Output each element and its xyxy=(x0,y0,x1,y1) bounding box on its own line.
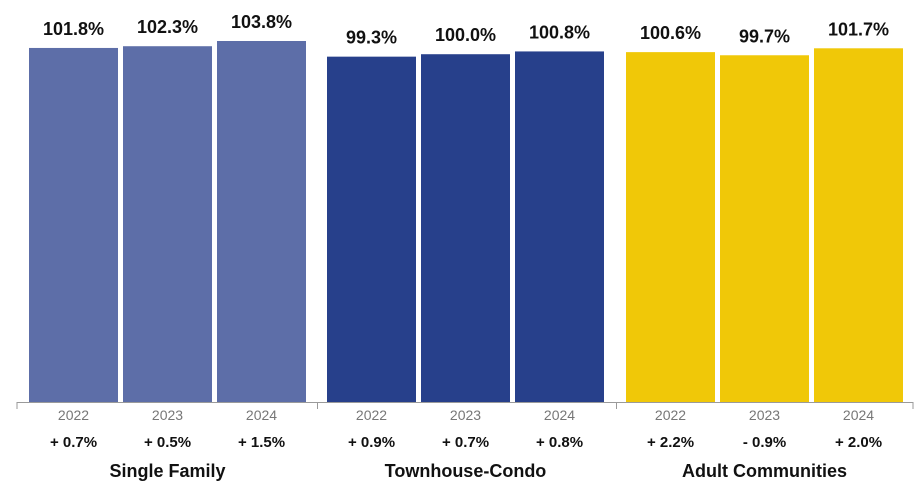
data-label: 100.0% xyxy=(435,25,496,45)
bar xyxy=(720,55,809,402)
bar xyxy=(123,46,212,402)
change-label: + 2.2% xyxy=(647,434,694,451)
change-label: + 2.0% xyxy=(835,434,882,451)
change-label: + 0.7% xyxy=(442,434,489,451)
data-label: 100.8% xyxy=(529,22,590,42)
bars-layer xyxy=(29,41,903,403)
change-label: - 0.9% xyxy=(743,434,786,451)
year-tick-label: 2023 xyxy=(749,407,780,423)
year-tick-label: 2023 xyxy=(450,407,481,423)
data-label: 102.3% xyxy=(137,17,198,37)
data-label: 99.3% xyxy=(346,28,397,48)
group-label: Adult Communities xyxy=(682,461,847,481)
year-tick-label: 2024 xyxy=(246,407,277,423)
year-tick-label: 2022 xyxy=(655,407,686,423)
data-label: 101.7% xyxy=(828,19,889,39)
bar xyxy=(29,47,118,402)
data-label: 103.8% xyxy=(231,12,292,32)
group-label: Single Family xyxy=(109,461,225,481)
bar xyxy=(421,54,510,403)
bar xyxy=(626,52,715,403)
bar xyxy=(814,48,903,402)
change-label: + 0.7% xyxy=(50,434,97,451)
change-label: + 1.5% xyxy=(238,434,285,451)
bar xyxy=(217,41,306,402)
year-tick-label: 2022 xyxy=(58,407,89,423)
axis-ticks xyxy=(16,402,914,409)
data-label: 101.8% xyxy=(43,19,104,39)
bar xyxy=(515,51,604,402)
data-label: 99.7% xyxy=(739,26,790,46)
data-label: 100.6% xyxy=(640,23,701,43)
labels-layer: 101.8% 2022 + 0.7% 102.3% 2023 + 0.5% 103.8% 20… xyxy=(43,12,889,481)
year-tick-label: 2022 xyxy=(356,407,387,423)
year-tick-label: 2023 xyxy=(152,407,183,423)
year-tick-label: 2024 xyxy=(843,407,874,423)
group-label: Townhouse-Condo xyxy=(385,461,547,481)
year-tick-label: 2024 xyxy=(544,407,575,423)
change-label: + 0.8% xyxy=(536,434,583,451)
change-label: + 0.9% xyxy=(348,434,395,451)
change-label: + 0.5% xyxy=(144,434,191,451)
bar xyxy=(327,56,416,402)
